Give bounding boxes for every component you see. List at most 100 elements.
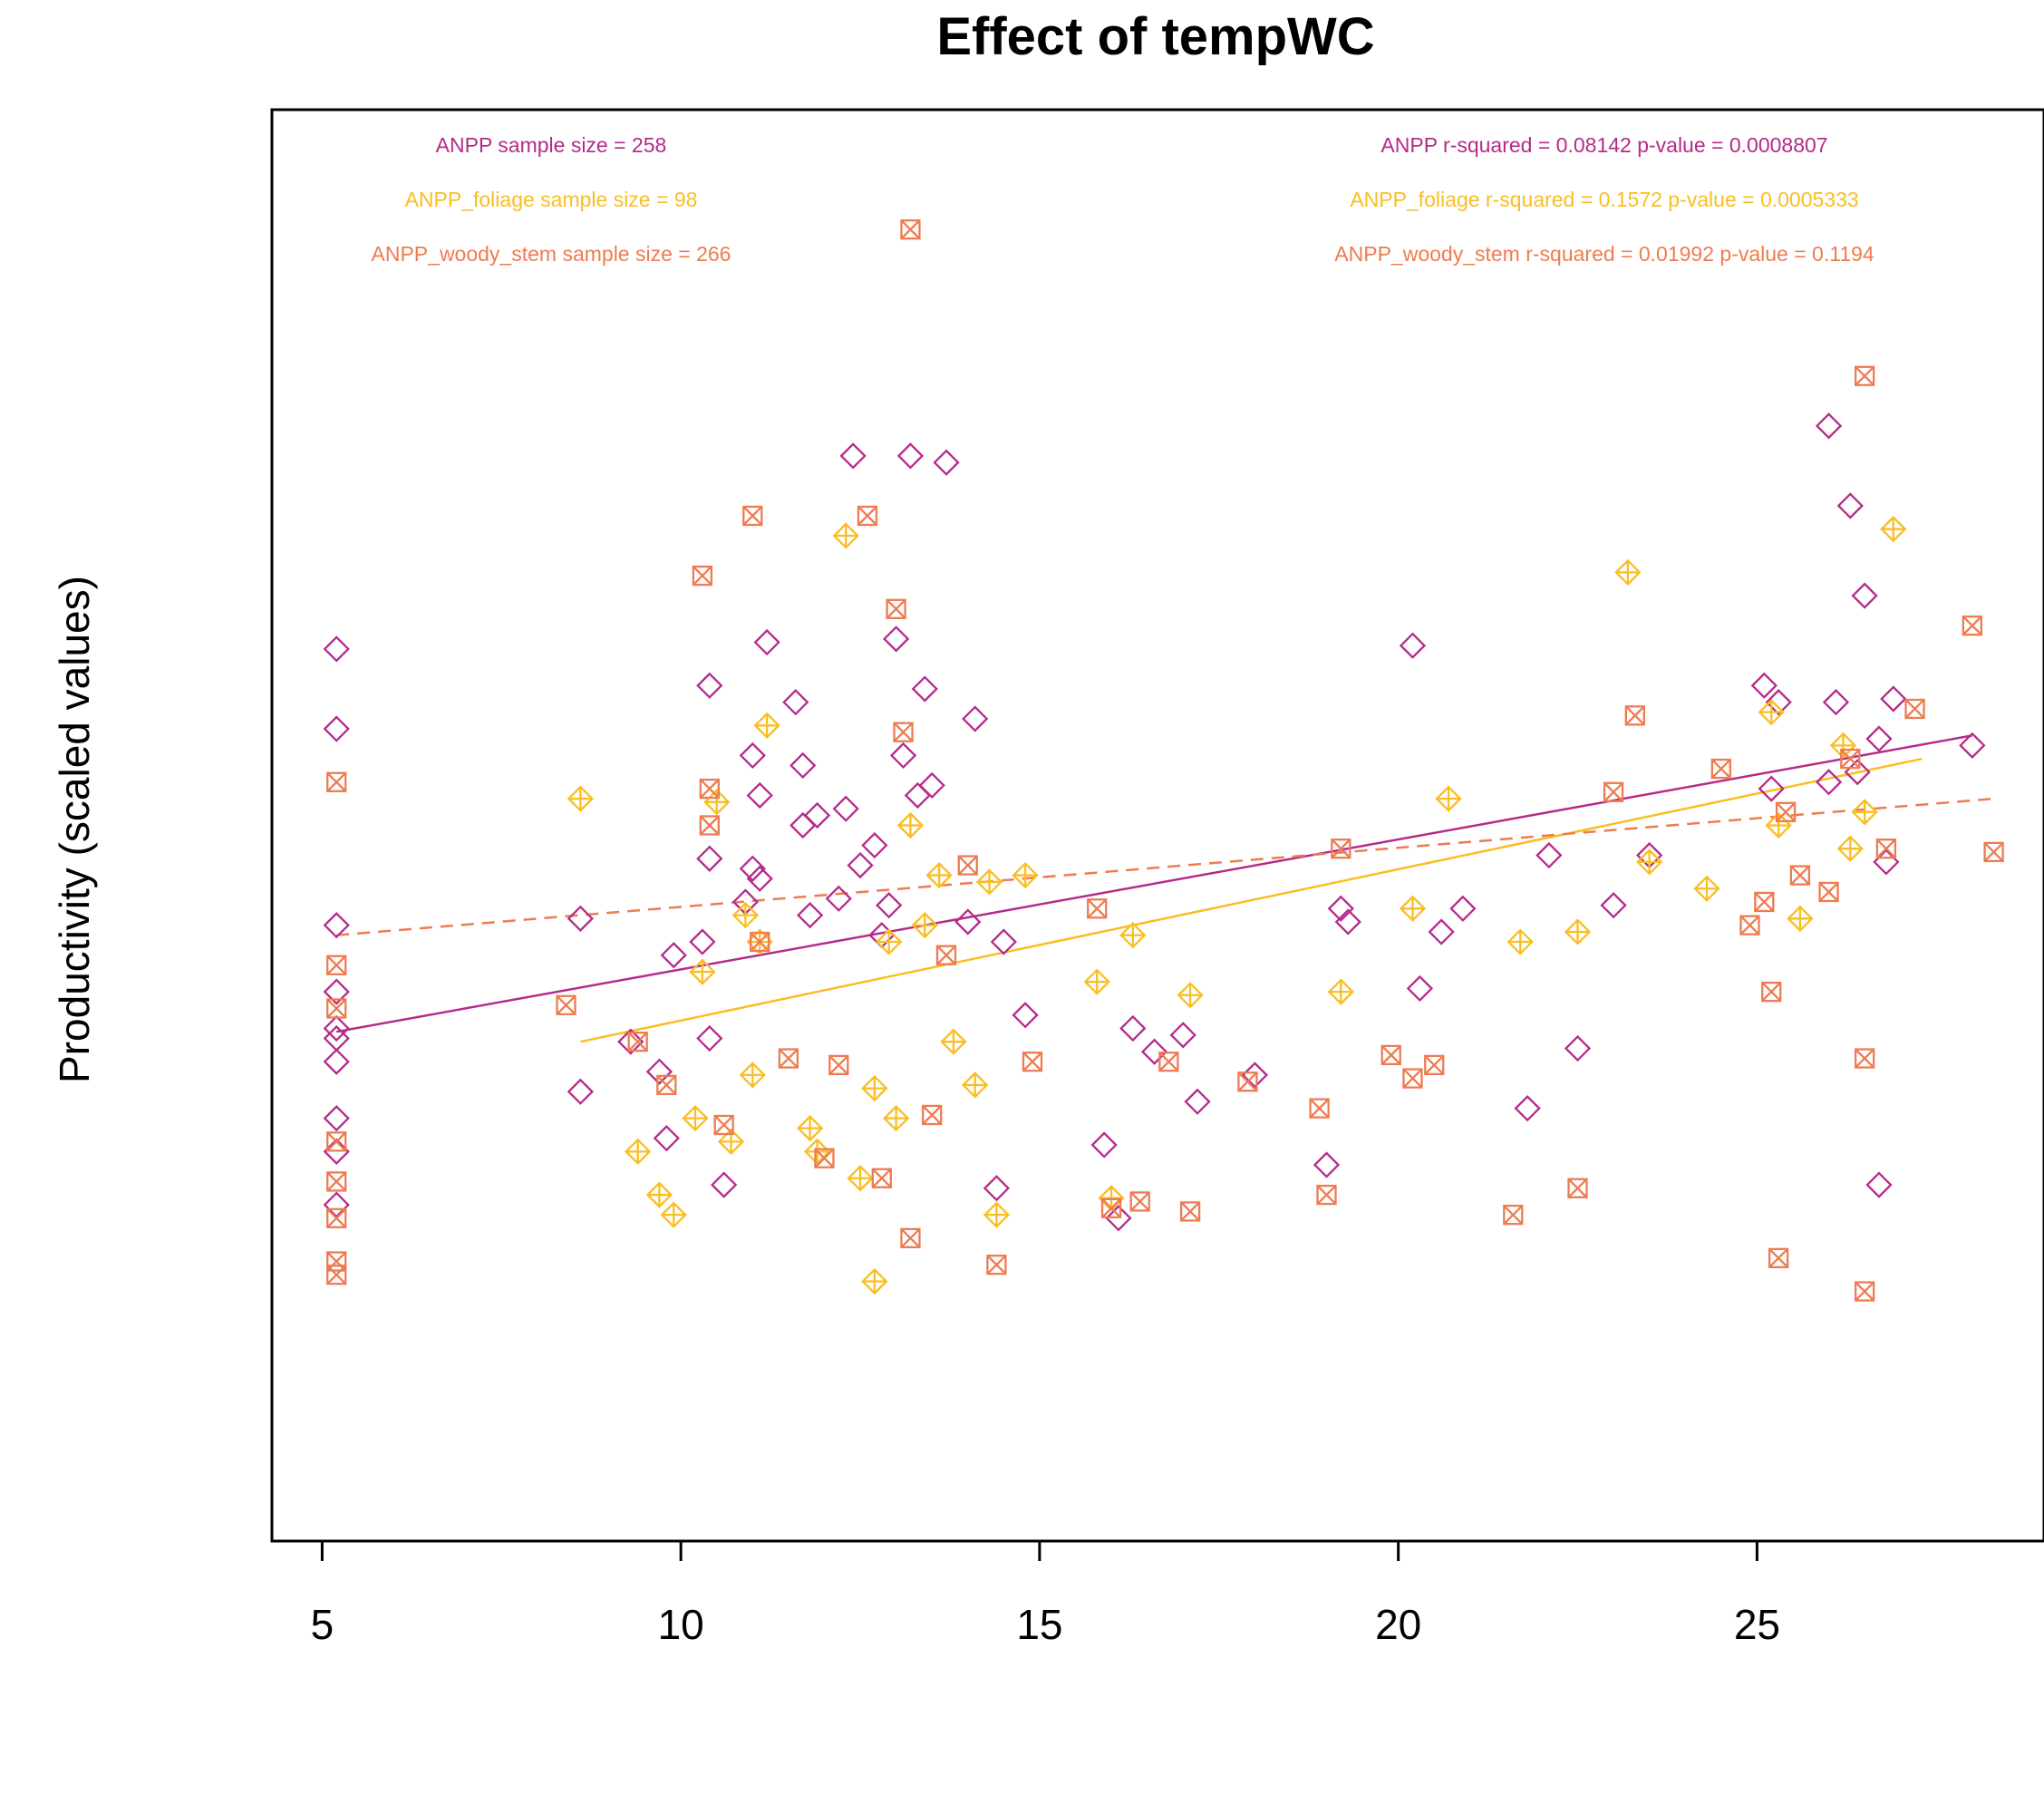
data-point [889, 742, 917, 770]
data-point [1327, 978, 1354, 1005]
data-point [861, 1267, 888, 1295]
data-point [326, 1265, 347, 1285]
data-point [1012, 861, 1039, 889]
data-point [1129, 1191, 1150, 1212]
data-point [323, 1014, 350, 1042]
data-point [1854, 1281, 1875, 1302]
data-point [746, 865, 773, 892]
data-point [1406, 974, 1434, 1003]
data-point [689, 958, 716, 985]
data-point [962, 1071, 989, 1099]
data-point [1865, 1171, 1893, 1198]
data-point [1105, 1205, 1132, 1232]
x-tick-label: 5 [311, 1601, 334, 1648]
data-point [556, 994, 576, 1015]
data-point [746, 781, 773, 810]
annotation-left: ANPP_foliage sample size = 98 [405, 188, 698, 211]
data-point [857, 505, 878, 527]
data-point [567, 1078, 594, 1105]
data-point [1959, 732, 1986, 759]
data-point [326, 771, 347, 792]
data-point [323, 1191, 350, 1218]
annotation-left: ANPP sample size = 258 [436, 133, 667, 157]
data-point [900, 219, 921, 240]
annotations: ANPP sample size = 258 ANPP_foliage sampl… [372, 133, 1874, 266]
data-point [1840, 748, 1861, 770]
data-point [625, 1138, 652, 1165]
data-point [1880, 516, 1907, 543]
fit-line [336, 734, 1973, 1033]
annotation-left: ANPP_woody_stem sample size = 266 [372, 242, 731, 266]
data-point [1402, 1068, 1423, 1089]
data-point [753, 628, 780, 656]
data-point [323, 912, 350, 939]
data-point [796, 1115, 824, 1142]
data-point [832, 795, 859, 822]
data-point [1090, 1131, 1118, 1159]
data-point [750, 931, 770, 953]
data-point [1787, 905, 1814, 932]
data-point [1327, 895, 1354, 922]
data-point [1428, 918, 1455, 945]
data-point [790, 751, 817, 780]
data-point [739, 855, 766, 882]
data-point [1818, 881, 1839, 903]
data-point [1435, 785, 1462, 812]
series-ANPP_woody_stem [326, 219, 2004, 1302]
data-point [882, 1105, 910, 1132]
data-point [326, 998, 347, 1019]
data-point [1693, 875, 1720, 902]
data-point [957, 855, 978, 876]
data-point [1761, 981, 1782, 1003]
annotation-right: ANPP_woody_stem r-squared = 0.01992 p-va… [1334, 242, 1874, 266]
data-point [1380, 1044, 1401, 1066]
data-point [1087, 898, 1108, 919]
data-point [876, 892, 903, 919]
data-point [1331, 839, 1351, 859]
data-point [803, 801, 831, 829]
chart-title: Effect of tempWC [936, 7, 1374, 66]
data-point [911, 675, 938, 703]
data-point [326, 1131, 347, 1152]
data-point [1399, 632, 1427, 659]
data-point [882, 625, 910, 653]
data-point [1754, 891, 1775, 913]
data-point [1503, 1204, 1524, 1226]
data-point [893, 722, 914, 742]
y-axis-label: Productivity (scaled values) [51, 576, 98, 1083]
data-point [940, 1028, 967, 1055]
data-point [1851, 582, 1878, 609]
data-point [911, 912, 938, 939]
data-point [1854, 1048, 1875, 1069]
annotation-right: ANPP r-squared = 0.08142 p-value = 0.000… [1380, 133, 1827, 157]
data-point [692, 565, 713, 587]
data-point [986, 1255, 1007, 1275]
data-point [1880, 685, 1907, 713]
data-point [1750, 672, 1778, 699]
data-point [814, 1148, 835, 1168]
data-point [1758, 775, 1785, 802]
data-point [778, 1048, 799, 1069]
fit-line [336, 797, 1994, 936]
data-point [1179, 1201, 1201, 1222]
data-point [1424, 1054, 1445, 1076]
data-point [861, 1074, 888, 1102]
data-point [689, 928, 716, 955]
data-point [1851, 799, 1878, 826]
x-tick-label: 20 [1375, 1601, 1421, 1648]
data-point [1829, 732, 1857, 759]
data-point [933, 449, 960, 476]
data-point [1119, 922, 1147, 949]
data-point [828, 1054, 849, 1076]
fit-line [580, 757, 1923, 1043]
data-point [886, 598, 906, 619]
data-point [1564, 1034, 1592, 1062]
data-point [1983, 841, 2004, 863]
data-point [1237, 1071, 1258, 1092]
data-point [896, 811, 925, 839]
data-point [326, 1171, 347, 1192]
data-point [1875, 839, 1897, 859]
data-point [1309, 1098, 1330, 1119]
data-point [326, 955, 347, 975]
